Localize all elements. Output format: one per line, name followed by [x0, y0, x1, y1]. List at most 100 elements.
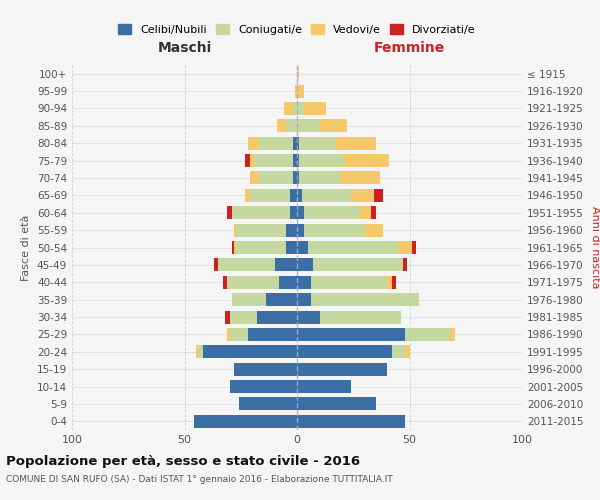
Bar: [392, 276, 396, 289]
Bar: [250, 172, 259, 184]
Bar: [254, 154, 293, 167]
Bar: [297, 346, 392, 358]
Bar: [398, 241, 412, 254]
Bar: [403, 258, 407, 272]
Bar: [227, 328, 229, 341]
Bar: [297, 276, 311, 289]
Bar: [227, 276, 279, 289]
Bar: [335, 136, 376, 149]
Bar: [250, 154, 254, 167]
Bar: [229, 380, 297, 393]
Bar: [248, 136, 259, 149]
Bar: [297, 362, 387, 376]
Bar: [229, 328, 248, 341]
Bar: [193, 415, 297, 428]
Bar: [299, 136, 335, 149]
Bar: [340, 172, 380, 184]
Bar: [373, 189, 383, 202]
Bar: [196, 346, 198, 358]
Bar: [351, 189, 373, 202]
Bar: [227, 206, 232, 220]
Bar: [297, 154, 299, 167]
Text: Maschi: Maschi: [157, 40, 212, 54]
Legend: Celibi/Nubili, Coniugati/e, Vedovi/e, Divorziati/e: Celibi/Nubili, Coniugati/e, Vedovi/e, Di…: [114, 20, 480, 39]
Bar: [234, 362, 297, 376]
Bar: [250, 189, 290, 202]
Bar: [239, 398, 297, 410]
Bar: [297, 293, 311, 306]
Bar: [259, 172, 293, 184]
Bar: [295, 84, 297, 98]
Bar: [365, 224, 383, 236]
Bar: [290, 189, 297, 202]
Bar: [392, 346, 405, 358]
Bar: [360, 206, 371, 220]
Bar: [236, 224, 286, 236]
Bar: [290, 206, 297, 220]
Bar: [297, 84, 304, 98]
Bar: [308, 241, 398, 254]
Bar: [232, 206, 290, 220]
Bar: [304, 206, 360, 220]
Bar: [198, 346, 203, 358]
Bar: [234, 224, 236, 236]
Text: Femmine: Femmine: [374, 40, 445, 54]
Bar: [297, 258, 313, 272]
Bar: [405, 346, 409, 358]
Bar: [284, 102, 293, 115]
Bar: [223, 276, 227, 289]
Bar: [203, 346, 297, 358]
Bar: [232, 241, 234, 254]
Bar: [297, 206, 304, 220]
Bar: [297, 189, 302, 202]
Bar: [344, 154, 389, 167]
Bar: [311, 293, 419, 306]
Bar: [297, 102, 304, 115]
Bar: [293, 154, 297, 167]
Bar: [218, 258, 275, 272]
Bar: [387, 276, 392, 289]
Bar: [293, 136, 297, 149]
Bar: [286, 241, 297, 254]
Bar: [304, 102, 326, 115]
Bar: [214, 258, 218, 272]
Text: COMUNE DI SAN RUFO (SA) - Dati ISTAT 1° gennaio 2016 - Elaborazione TUTTITALIA.I: COMUNE DI SAN RUFO (SA) - Dati ISTAT 1° …: [6, 475, 393, 484]
Bar: [275, 258, 297, 272]
Bar: [304, 224, 365, 236]
Bar: [234, 241, 236, 254]
Bar: [248, 328, 297, 341]
Bar: [297, 328, 405, 341]
Bar: [299, 154, 344, 167]
Bar: [299, 172, 340, 184]
Bar: [320, 120, 347, 132]
Bar: [297, 380, 351, 393]
Bar: [297, 120, 320, 132]
Bar: [232, 293, 265, 306]
Bar: [297, 67, 299, 80]
Bar: [286, 224, 297, 236]
Bar: [293, 172, 297, 184]
Bar: [286, 120, 297, 132]
Bar: [405, 328, 450, 341]
Text: Popolazione per età, sesso e stato civile - 2016: Popolazione per età, sesso e stato civil…: [6, 455, 360, 468]
Bar: [297, 172, 299, 184]
Bar: [371, 206, 376, 220]
Bar: [302, 189, 351, 202]
Bar: [293, 102, 297, 115]
Bar: [297, 224, 304, 236]
Bar: [229, 310, 257, 324]
Bar: [277, 120, 286, 132]
Bar: [320, 310, 401, 324]
Bar: [450, 328, 455, 341]
Bar: [257, 310, 297, 324]
Bar: [265, 293, 297, 306]
Y-axis label: Fasce di età: Fasce di età: [22, 214, 31, 280]
Bar: [297, 398, 376, 410]
Bar: [412, 241, 416, 254]
Bar: [297, 415, 405, 428]
Bar: [297, 136, 299, 149]
Bar: [297, 310, 320, 324]
Bar: [279, 276, 297, 289]
Bar: [259, 136, 293, 149]
Bar: [245, 189, 250, 202]
